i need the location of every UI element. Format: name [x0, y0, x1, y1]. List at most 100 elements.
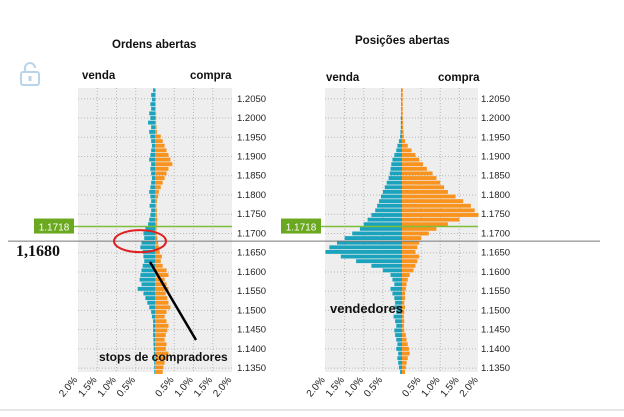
buy-bar: [155, 162, 173, 167]
sell-bar: [153, 342, 155, 347]
buy-bar: [402, 226, 437, 231]
buy-bar: [155, 199, 157, 204]
current-price-badge: [281, 218, 321, 234]
sell-bar: [151, 314, 155, 319]
sell-bar: [400, 120, 402, 125]
sell-bar: [149, 203, 155, 208]
sell-bar: [151, 162, 155, 167]
buy-bar: [402, 199, 464, 204]
sell-bar: [398, 365, 402, 370]
current-price-badge: [34, 218, 74, 234]
buy-bar: [402, 116, 403, 120]
sell-bar: [394, 296, 402, 301]
buy-bar: [402, 157, 420, 162]
buy-bar: [155, 342, 167, 347]
sell-bar: [150, 102, 155, 107]
buy-bar: [155, 337, 165, 342]
buy-bar: [155, 273, 169, 277]
buy-bar: [402, 328, 405, 333]
x-tick-label: 2.0%: [211, 375, 234, 400]
buy-bar: [402, 102, 403, 107]
buy-bar: [155, 370, 163, 374]
y-tick-label: 1.1550: [481, 286, 510, 297]
right-label-positions: compra: [438, 72, 480, 84]
y-tick-label: 1.1900: [237, 151, 266, 162]
sell-bar: [398, 139, 402, 144]
chart-title-orders: Ordens abertas: [112, 39, 197, 51]
sell-bar: [140, 245, 155, 250]
buy-bar: [155, 92, 156, 97]
x-tick-label: 1.0%: [343, 375, 366, 400]
buy-bar: [402, 300, 405, 305]
buy-bar: [402, 97, 403, 102]
buy-bar: [155, 351, 169, 356]
buy-bar: [402, 337, 407, 342]
sell-bar: [377, 203, 402, 208]
buy-bar: [155, 222, 157, 227]
buy-bar: [402, 333, 406, 338]
buy-bar: [155, 249, 160, 254]
sell-bar: [150, 185, 155, 190]
buy-bar: [402, 166, 427, 171]
x-tick-label: 1.5%: [324, 375, 347, 400]
sell-bar: [401, 111, 402, 116]
sell-bar: [371, 213, 402, 217]
buy-bar: [155, 286, 169, 291]
y-tick-label: 1.1800: [481, 190, 510, 201]
sell-bar: [356, 259, 402, 264]
sell-bar: [396, 148, 402, 153]
buy-bar: [402, 236, 422, 241]
buy-bar: [155, 194, 159, 199]
sell-bar: [398, 351, 402, 356]
lock-open-icon[interactable]: [18, 60, 44, 88]
buy-bar: [155, 129, 157, 134]
buy-bar: [402, 203, 471, 208]
chart-title-positions: Posições abertas: [355, 35, 450, 47]
sell-bar: [139, 277, 155, 282]
sell-bar: [400, 125, 402, 130]
y-tick-label: 1.1750: [481, 209, 510, 220]
buy-bar: [155, 291, 166, 296]
sell-bar: [344, 236, 402, 241]
sell-bar: [148, 120, 155, 125]
y-tick-label: 1.1850: [481, 171, 510, 182]
buy-bar: [155, 319, 167, 324]
buy-bar: [402, 360, 407, 365]
buy-bar: [155, 203, 157, 208]
buy-bar: [402, 268, 414, 273]
sell-bar: [154, 360, 155, 365]
sell-bar: [151, 176, 155, 180]
sell-bar: [153, 319, 155, 324]
sell-bar: [151, 97, 155, 102]
buy-bar: [402, 356, 408, 361]
sell-bar: [391, 162, 402, 167]
y-tick-label: 1.1800: [237, 190, 266, 201]
buy-bar: [402, 148, 412, 153]
buy-bar: [402, 180, 441, 185]
buy-bar: [155, 310, 167, 314]
x-tick-label: 2.0%: [458, 375, 481, 400]
buy-bar: [155, 328, 168, 333]
sell-bar: [329, 245, 402, 250]
sell-bar: [151, 310, 155, 314]
buy-bar: [155, 134, 161, 139]
y-tick-label: 1.1500: [237, 305, 266, 316]
sell-bar: [398, 360, 402, 365]
buy-bar: [402, 92, 403, 97]
buy-bar: [402, 310, 405, 314]
buy-bar: [402, 208, 475, 213]
sell-bar: [151, 139, 155, 144]
sell-bar: [149, 217, 155, 222]
sell-bar: [143, 254, 155, 259]
sell-bar: [352, 231, 402, 236]
sell-bar: [149, 189, 155, 194]
buy-bar: [402, 342, 408, 347]
sell-bar: [389, 171, 402, 176]
x-tick-label: 0.5%: [362, 375, 385, 400]
buy-bar: [402, 231, 429, 236]
sell-bar: [154, 365, 155, 370]
y-tick-label: 1.1750: [237, 209, 266, 220]
sell-bar: [150, 153, 155, 157]
y-tick-label: 1.1350: [481, 363, 510, 374]
buy-bar: [155, 226, 157, 231]
